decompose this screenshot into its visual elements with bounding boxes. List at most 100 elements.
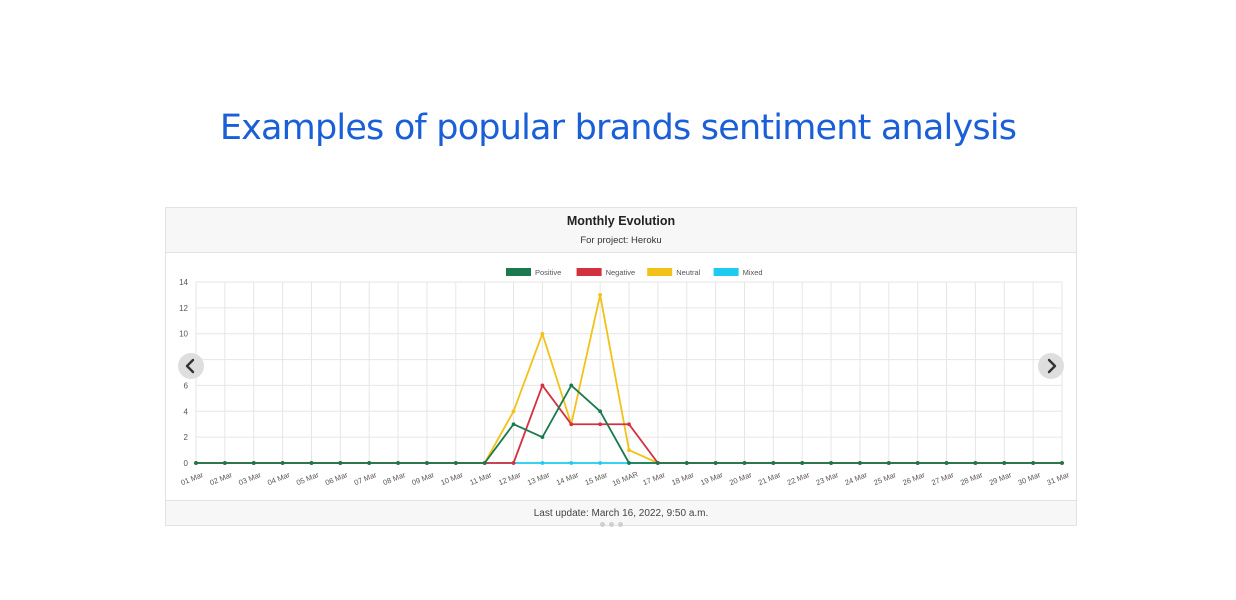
data-point-positive [858,461,862,465]
carousel-dot[interactable] [600,522,605,527]
x-tick-label: 13 Mar [526,470,551,487]
data-point-positive [742,461,747,465]
card-header: Monthly Evolution For project: Heroku [166,208,1076,253]
x-tick-label: 27 Mar [930,470,955,487]
x-tick-label: 09 Mar [410,470,435,487]
legend-label-mixed: Mixed [743,268,763,277]
data-point-positive [655,461,660,465]
x-tick-label: 20 Mar [728,470,753,487]
data-point-positive [425,461,429,465]
x-tick-label: 03 Mar [237,470,262,487]
data-point-positive [598,409,603,414]
x-tick-label: 11 Mar [468,470,493,487]
data-point-negative [540,383,545,388]
carousel-dot[interactable] [618,522,623,527]
data-point-positive [540,435,545,440]
data-point-neutral [540,331,545,336]
data-point-positive [396,461,400,465]
x-tick-label: 29 Mar [988,470,1013,487]
x-tick-label: 10 Mar [439,470,464,487]
data-point-positive [829,461,833,465]
data-point-positive [309,461,314,465]
y-tick-label: 0 [184,459,189,468]
legend-swatch-mixed [713,268,739,276]
x-tick-label: 26 Mar [901,470,926,487]
data-point-positive [800,461,805,465]
legend-label-neutral: Neutral [676,268,701,277]
data-point-positive [280,461,285,465]
x-tick-label: 24 Mar [843,470,868,487]
chart-card: Monthly Evolution For project: Heroku La… [165,207,1077,526]
data-point-negative [569,422,574,427]
data-point-negative [511,461,516,465]
x-tick-label: 25 Mar [872,470,897,487]
data-point-positive [915,461,920,465]
data-point-positive [771,461,776,465]
x-tick-label: 07 Mar [353,470,378,487]
carousel-next-button[interactable] [1038,353,1064,379]
data-point-positive [569,383,574,388]
chevron-right-icon [1047,358,1057,374]
data-point-positive [222,461,227,465]
data-point-positive [511,422,516,427]
data-point-neutral [598,293,603,297]
x-tick-label: 04 Mar [266,470,291,487]
card-subtitle: For project: Heroku [580,235,662,246]
legend-label-positive: Positive [535,268,561,277]
data-point-positive [1002,461,1007,465]
x-tick-label: 31 Mar [1046,470,1071,487]
carousel-prev-button[interactable] [178,353,204,379]
data-point-negative [598,422,603,427]
x-tick-label: 01 Mar [180,470,205,487]
x-tick-label: 28 Mar [959,470,984,487]
legend-label-negative: Negative [606,268,636,277]
data-point-mixed [569,461,574,465]
data-point-positive [944,461,949,465]
y-tick-label: 10 [179,330,188,339]
data-point-positive [367,461,372,465]
legend-swatch-neutral [647,268,673,276]
x-tick-label: 05 Mar [295,470,320,487]
x-tick-label: 08 Mar [382,470,407,487]
data-point-neutral [627,448,631,452]
data-point-mixed [540,461,545,465]
data-point-positive [1031,461,1036,465]
page-headline: Examples of popular brands sentiment ana… [219,108,1017,148]
x-tick-label: 30 Mar [1017,470,1042,487]
x-tick-label: 06 Mar [324,470,349,487]
data-point-positive [453,461,458,465]
x-tick-label: 23 Mar [815,470,840,487]
chevron-left-icon [185,358,195,374]
x-tick-label: 14 Mar [555,470,580,487]
data-point-neutral [511,409,516,414]
last-update-footer: Last update: March 16, 2022, 9:50 a.m. [166,500,1076,525]
data-point-positive [482,461,487,465]
y-tick-label: 14 [179,278,188,287]
carousel-dot[interactable] [609,522,614,527]
data-point-positive [684,461,689,465]
data-point-positive [1060,461,1064,465]
data-point-positive [194,461,198,465]
y-tick-label: 4 [184,407,189,416]
x-tick-label: 18 Mar [670,470,695,487]
x-tick-label: 16 MAR [611,469,640,488]
data-point-positive [973,461,978,465]
y-tick-label: 2 [184,433,189,442]
y-tick-label: 12 [179,304,188,313]
data-point-mixed [598,461,603,465]
x-tick-label: 12 Mar [497,470,522,487]
data-point-positive [338,461,343,465]
data-point-positive [713,461,718,465]
legend-swatch-positive [506,268,531,276]
x-tick-label: 15 Mar [584,470,609,487]
x-tick-label: 02 Mar [208,470,233,487]
data-point-positive [886,461,891,465]
x-tick-label: 19 Mar [699,470,724,487]
x-tick-label: 22 Mar [786,470,811,487]
legend-swatch-negative [576,268,602,276]
x-tick-label: 21 Mar [757,470,782,487]
card-title: Monthly Evolution [566,214,676,228]
data-point-positive [251,461,256,465]
data-point-positive [627,461,631,465]
